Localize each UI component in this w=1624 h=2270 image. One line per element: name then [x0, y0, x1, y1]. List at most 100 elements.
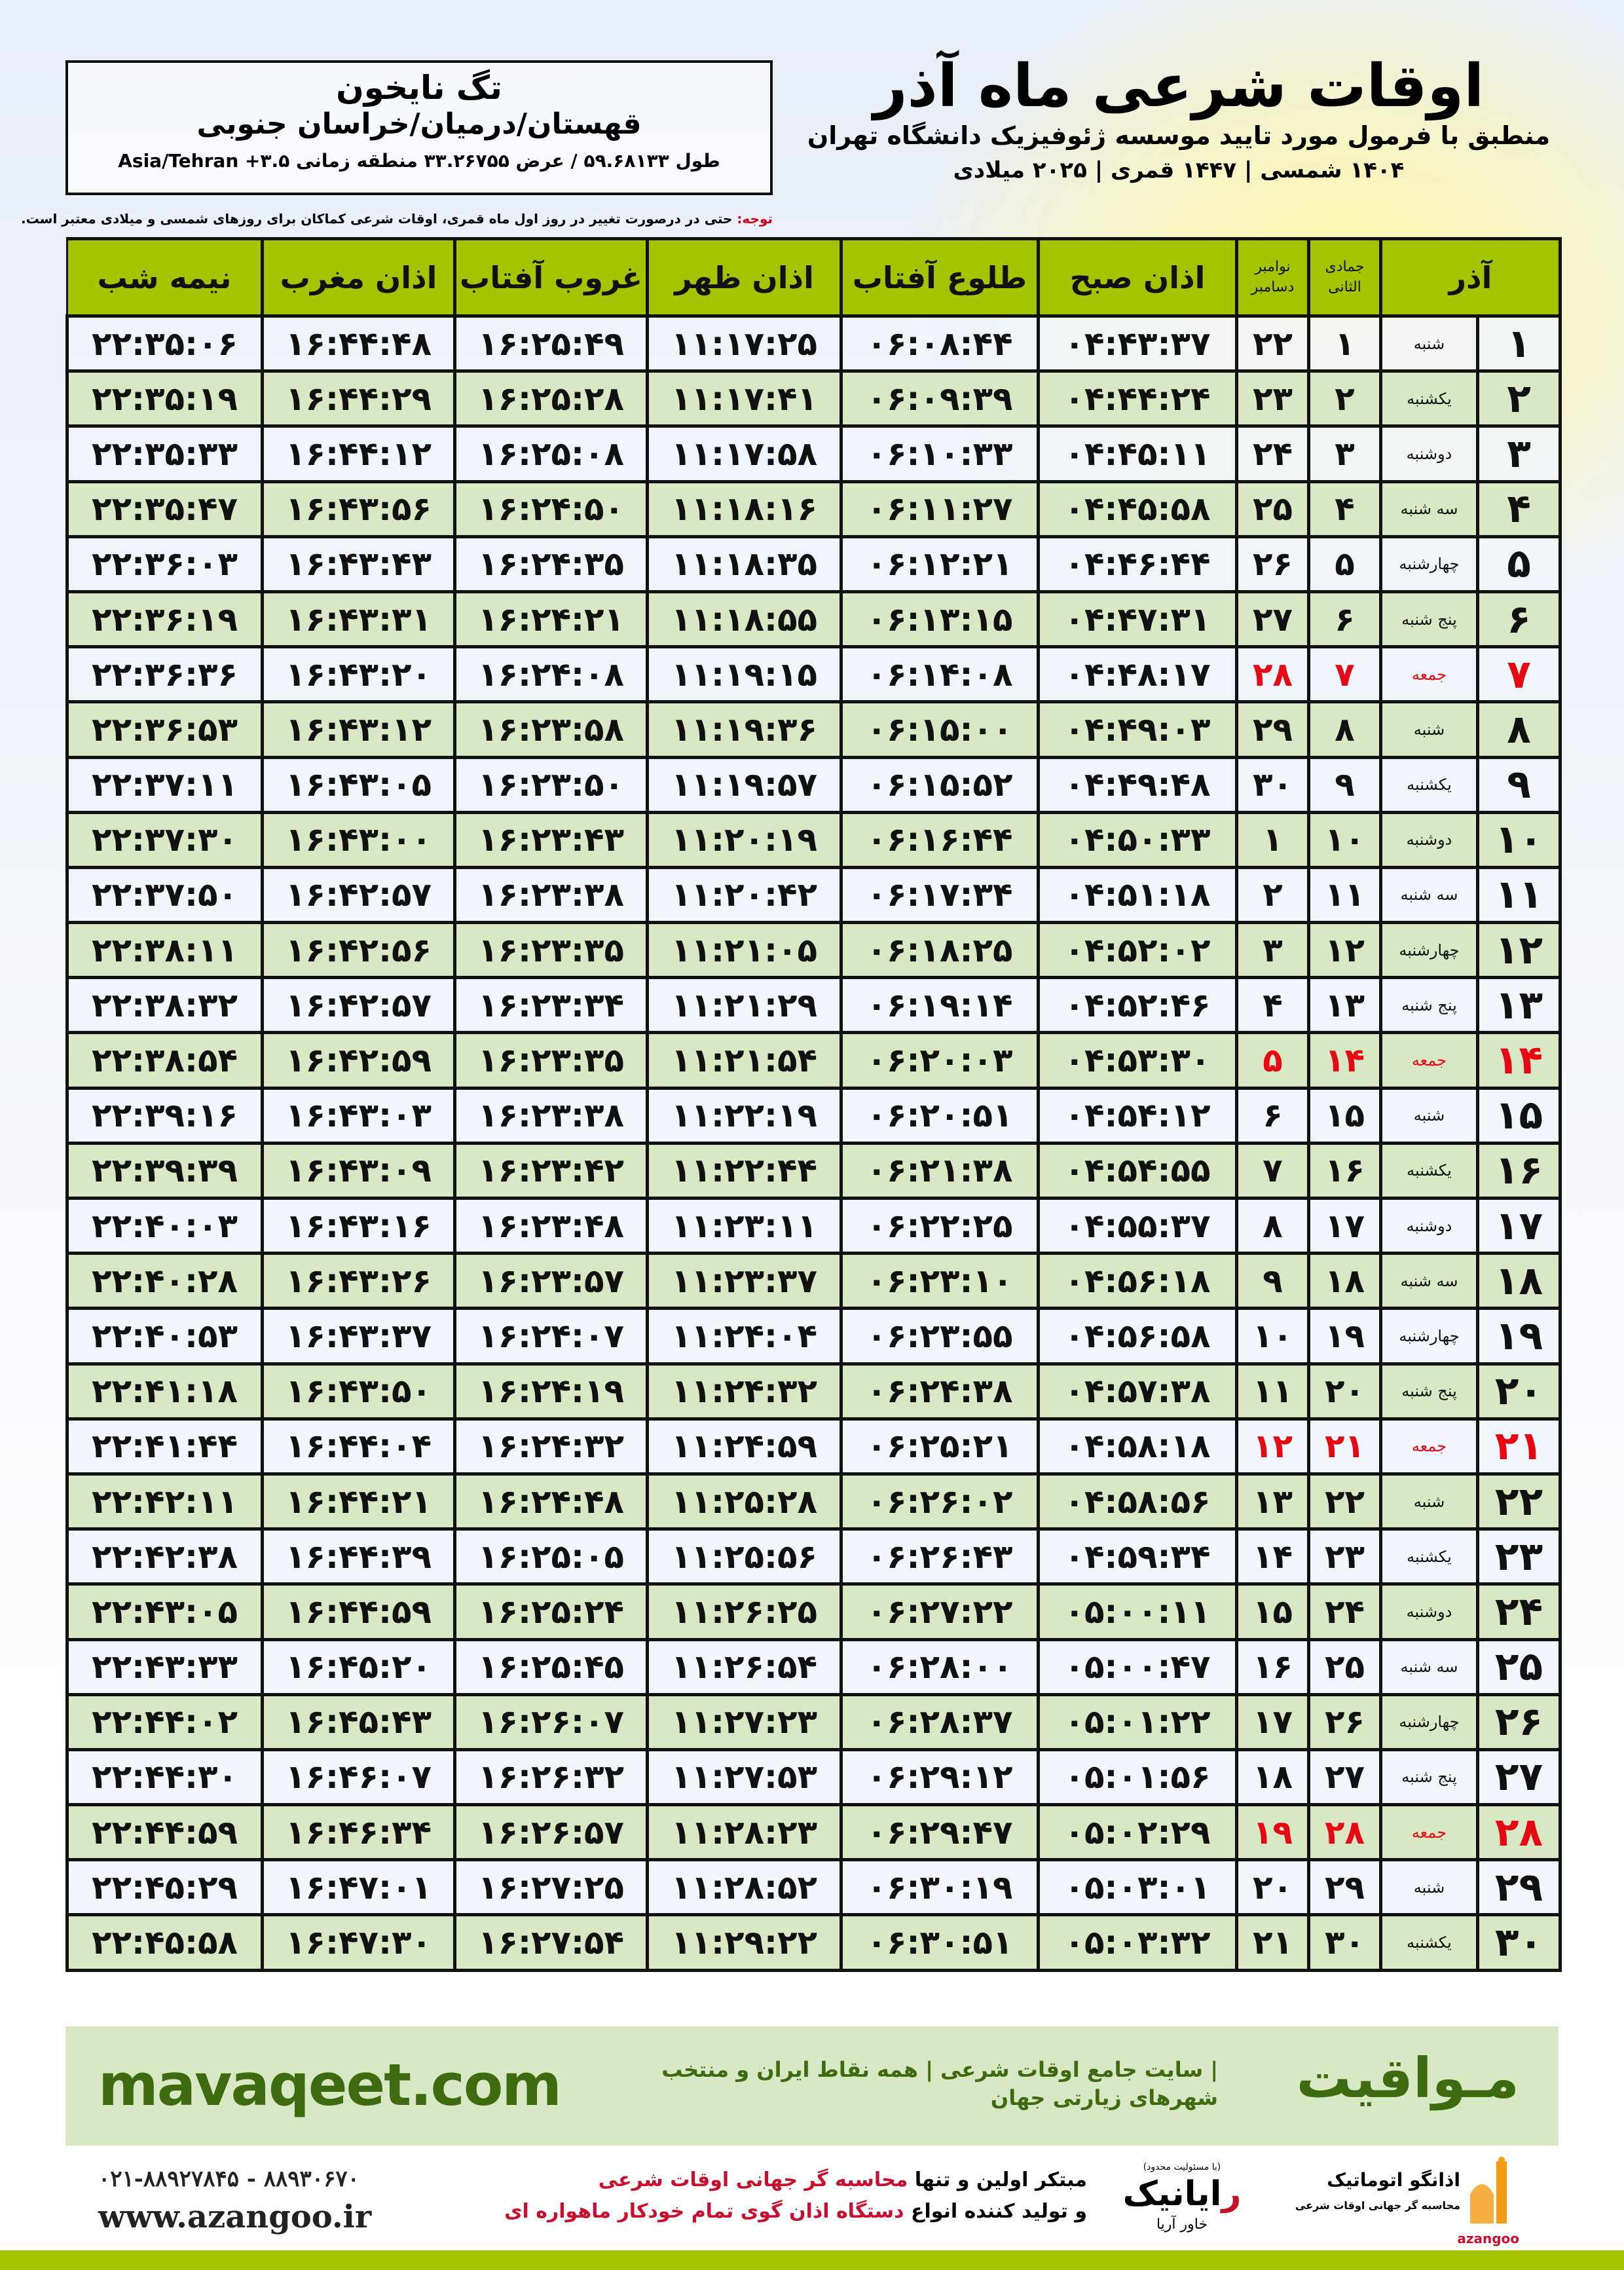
- cell-gregorian-day: ۲۲: [1235, 314, 1310, 373]
- cell-hijri-day: ۲۱: [1307, 1417, 1382, 1476]
- phone-numbers: ۰۲۱-۸۸۹۲۷۸۴۵ - ۸۸۹۳۰۶۷۰: [98, 2166, 360, 2192]
- azangoo-tagline: محاسبه گر جهانی اوقات شرعی: [1295, 2199, 1460, 2212]
- cell-fajr: ۰۵:۰۱:۵۶: [1037, 1747, 1238, 1807]
- cell-gregorian-day: ۲۶: [1235, 534, 1310, 593]
- cell-weekday: چهارشنبه: [1378, 1692, 1480, 1751]
- cell-dhuhr: ۱۱:۲۰:۴۲: [646, 865, 843, 925]
- cell-azar-day: ۱۸: [1476, 1252, 1562, 1311]
- cell-hijri-day: ۱۳: [1307, 976, 1382, 1035]
- cell-gregorian-day: ۲۳: [1235, 369, 1310, 428]
- cell-azar-day: ۸: [1476, 700, 1562, 759]
- cell-weekday: جمعه: [1378, 1031, 1480, 1090]
- cell-azar-day: ۲۸: [1476, 1803, 1562, 1862]
- cell-fajr: ۰۴:۵۷:۳۸: [1037, 1362, 1238, 1421]
- cell-sunrise: ۰۶:۱۵:۰۰: [840, 700, 1040, 759]
- cell-maghrib: ۱۶:۴۷:۳۰: [261, 1913, 456, 1972]
- azangoo-english: azangoo: [1457, 2231, 1519, 2246]
- cell-fajr: ۰۴:۴۳:۳۷: [1037, 314, 1238, 373]
- cell-fajr: ۰۴:۵۸:۱۸: [1037, 1417, 1238, 1476]
- location-coordinates: طول ۵۹.۶۸۱۳۳ / عرض ۳۳.۲۶۷۵۵ منطقه زمانی …: [118, 149, 720, 172]
- header-gregorian-november: نوامبر: [1255, 258, 1291, 275]
- cell-fajr: ۰۴:۵۲:۴۶: [1037, 976, 1238, 1035]
- cell-hijri-day: ۲۰: [1307, 1362, 1382, 1421]
- cell-midnight: ۲۲:۴۴:۵۹: [65, 1803, 264, 1862]
- cell-maghrib: ۱۶:۴۶:۳۴: [261, 1803, 456, 1862]
- cell-azar-day: ۳۰: [1476, 1913, 1562, 1972]
- cell-dhuhr: ۱۱:۲۹:۲۲: [646, 1913, 843, 1972]
- azangoo-name: اذانگو اتوماتیک: [1327, 2169, 1460, 2191]
- cell-gregorian-day: ۱۰: [1235, 1307, 1310, 1366]
- cell-hijri-day: ۷: [1307, 645, 1382, 704]
- cell-azar-day: ۲۴: [1476, 1582, 1562, 1641]
- cell-sunset: ۱۶:۲۶:۳۲: [453, 1747, 649, 1807]
- page-title: اوقات شرعی ماه آذر: [873, 52, 1485, 121]
- cell-dhuhr: ۱۱:۱۹:۱۵: [646, 645, 843, 704]
- cell-weekday: دوشنبه: [1378, 1196, 1480, 1256]
- cell-sunrise: ۰۶:۲۶:۴۳: [840, 1527, 1040, 1586]
- cell-dhuhr: ۱۱:۱۷:۲۵: [646, 314, 843, 373]
- table-row: ۷ جمعه ۷ ۲۸ ۰۴:۴۸:۱۷ ۰۶:۱۴:۰۸ ۱۱:۱۹:۱۵ ۱۶:۲۴:۰۸…: [65, 645, 1562, 704]
- cell-maghrib: ۱۶:۴۳:۰۰: [261, 810, 456, 869]
- cell-maghrib: ۱۶:۴۳:۲۶: [261, 1252, 456, 1311]
- cell-gregorian-day: ۲: [1235, 865, 1310, 925]
- table-row: ۲۵ سه شنبه ۲۵ ۱۶ ۰۵:۰۰:۴۷ ۰۶:۲۸:۰۰ ۱۱:۲۶:۵۴ ۱۶:…: [65, 1637, 1562, 1696]
- cell-sunrise: ۰۶:۰۸:۴۴: [840, 314, 1040, 373]
- cell-maghrib: ۱۶:۴۲:۵۷: [261, 976, 456, 1035]
- cell-midnight: ۲۲:۳۷:۵۰: [65, 865, 264, 925]
- cell-azar-day: ۲۹: [1476, 1858, 1562, 1917]
- cell-midnight: ۲۲:۴۰:۲۸: [65, 1252, 264, 1311]
- cell-dhuhr: ۱۱:۲۱:۰۵: [646, 921, 843, 980]
- cell-sunrise: ۰۶:۲۳:۵۵: [840, 1307, 1040, 1366]
- cell-azar-day: ۲۰: [1476, 1362, 1562, 1421]
- cell-sunset: ۱۶:۲۵:۲۴: [453, 1582, 649, 1641]
- cell-dhuhr: ۱۱:۲۵:۲۸: [646, 1472, 843, 1531]
- cell-fajr: ۰۵:۰۳:۳۲: [1037, 1913, 1238, 1972]
- azangoo-website[interactable]: www.azangoo.ir: [98, 2199, 372, 2236]
- site-url[interactable]: mavaqeet.com: [98, 2051, 562, 2119]
- cell-hijri-day: ۸: [1307, 700, 1382, 759]
- cell-hijri-day: ۱۱: [1307, 865, 1382, 925]
- cell-gregorian-day: ۱۷: [1235, 1692, 1310, 1751]
- cell-sunset: ۱۶:۲۵:۴۹: [453, 314, 649, 373]
- cell-fajr: ۰۴:۴۵:۵۸: [1037, 479, 1238, 538]
- cell-midnight: ۲۲:۴۵:۲۹: [65, 1858, 264, 1917]
- cell-sunrise: ۰۶:۱۷:۳۴: [840, 865, 1040, 925]
- rayanik-first-letter: ر: [1221, 2174, 1242, 2214]
- cell-hijri-day: ۱۷: [1307, 1196, 1382, 1256]
- table-row: ۱۶ یکشنبه ۱۶ ۷ ۰۴:۵۴:۵۵ ۰۶:۲۱:۳۸ ۱۱:۲۲:۴۴ ۱۶:۲۳…: [65, 1141, 1562, 1200]
- year-info: ۱۴۰۴ شمسی | ۱۴۴۷ قمری | ۲۰۲۵ میلادی: [953, 157, 1405, 183]
- cell-midnight: ۲۲:۴۵:۵۸: [65, 1913, 264, 1972]
- cell-maghrib: ۱۶:۴۳:۵۶: [261, 479, 456, 538]
- cell-maghrib: ۱۶:۴۳:۵۰: [261, 1362, 456, 1421]
- cell-dhuhr: ۱۱:۲۸:۵۲: [646, 1858, 843, 1917]
- cell-gregorian-day: ۴: [1235, 976, 1310, 1035]
- cell-dhuhr: ۱۱:۲۷:۵۳: [646, 1747, 843, 1807]
- cell-fajr: ۰۴:۴۹:۴۸: [1037, 755, 1238, 814]
- cell-maghrib: ۱۶:۴۲:۵۶: [261, 921, 456, 980]
- location-info-box: تگ نایخون قهستان/درمیان/خراسان جنوبی طول…: [65, 60, 773, 195]
- cell-hijri-day: ۱: [1307, 314, 1382, 373]
- cell-azar-day: ۲۵: [1476, 1637, 1562, 1696]
- cell-weekday: پنج شنبه: [1378, 976, 1480, 1035]
- cell-gregorian-day: ۱: [1235, 810, 1310, 869]
- cell-dhuhr: ۱۱:۱۸:۳۵: [646, 534, 843, 593]
- table-row: ۱۳ پنج شنبه ۱۳ ۴ ۰۴:۵۲:۴۶ ۰۶:۱۹:۱۴ ۱۱:۲۱:۲۹ ۱۶:…: [65, 976, 1562, 1035]
- cell-sunrise: ۰۶:۰۹:۳۹: [840, 369, 1040, 428]
- cell-azar-day: ۱۳: [1476, 976, 1562, 1035]
- cell-maghrib: ۱۶:۴۴:۰۴: [261, 1417, 456, 1476]
- cell-midnight: ۲۲:۳۵:۱۹: [65, 369, 264, 428]
- cell-fajr: ۰۵:۰۰:۴۷: [1037, 1637, 1238, 1696]
- cell-dhuhr: ۱۱:۲۱:۵۴: [646, 1031, 843, 1090]
- cell-fajr: ۰۴:۵۶:۵۸: [1037, 1307, 1238, 1366]
- cell-maghrib: ۱۶:۴۲:۵۷: [261, 865, 456, 925]
- table-row: ۳ دوشنبه ۳ ۲۴ ۰۴:۴۵:۱۱ ۰۶:۱۰:۳۳ ۱۱:۱۷:۵۸ ۱۶:۲۵:…: [65, 424, 1562, 483]
- cell-weekday: سه شنبه: [1378, 1252, 1480, 1311]
- cell-weekday: جمعه: [1378, 645, 1480, 704]
- cell-maghrib: ۱۶:۴۳:۰۹: [261, 1141, 456, 1200]
- cell-hijri-day: ۲۶: [1307, 1692, 1382, 1751]
- cell-azar-day: ۷: [1476, 645, 1562, 704]
- cell-gregorian-day: ۵: [1235, 1031, 1310, 1090]
- cell-hijri-day: ۲۵: [1307, 1637, 1382, 1696]
- cell-dhuhr: ۱۱:۱۹:۳۶: [646, 700, 843, 759]
- cell-maghrib: ۱۶:۴۵:۴۳: [261, 1692, 456, 1751]
